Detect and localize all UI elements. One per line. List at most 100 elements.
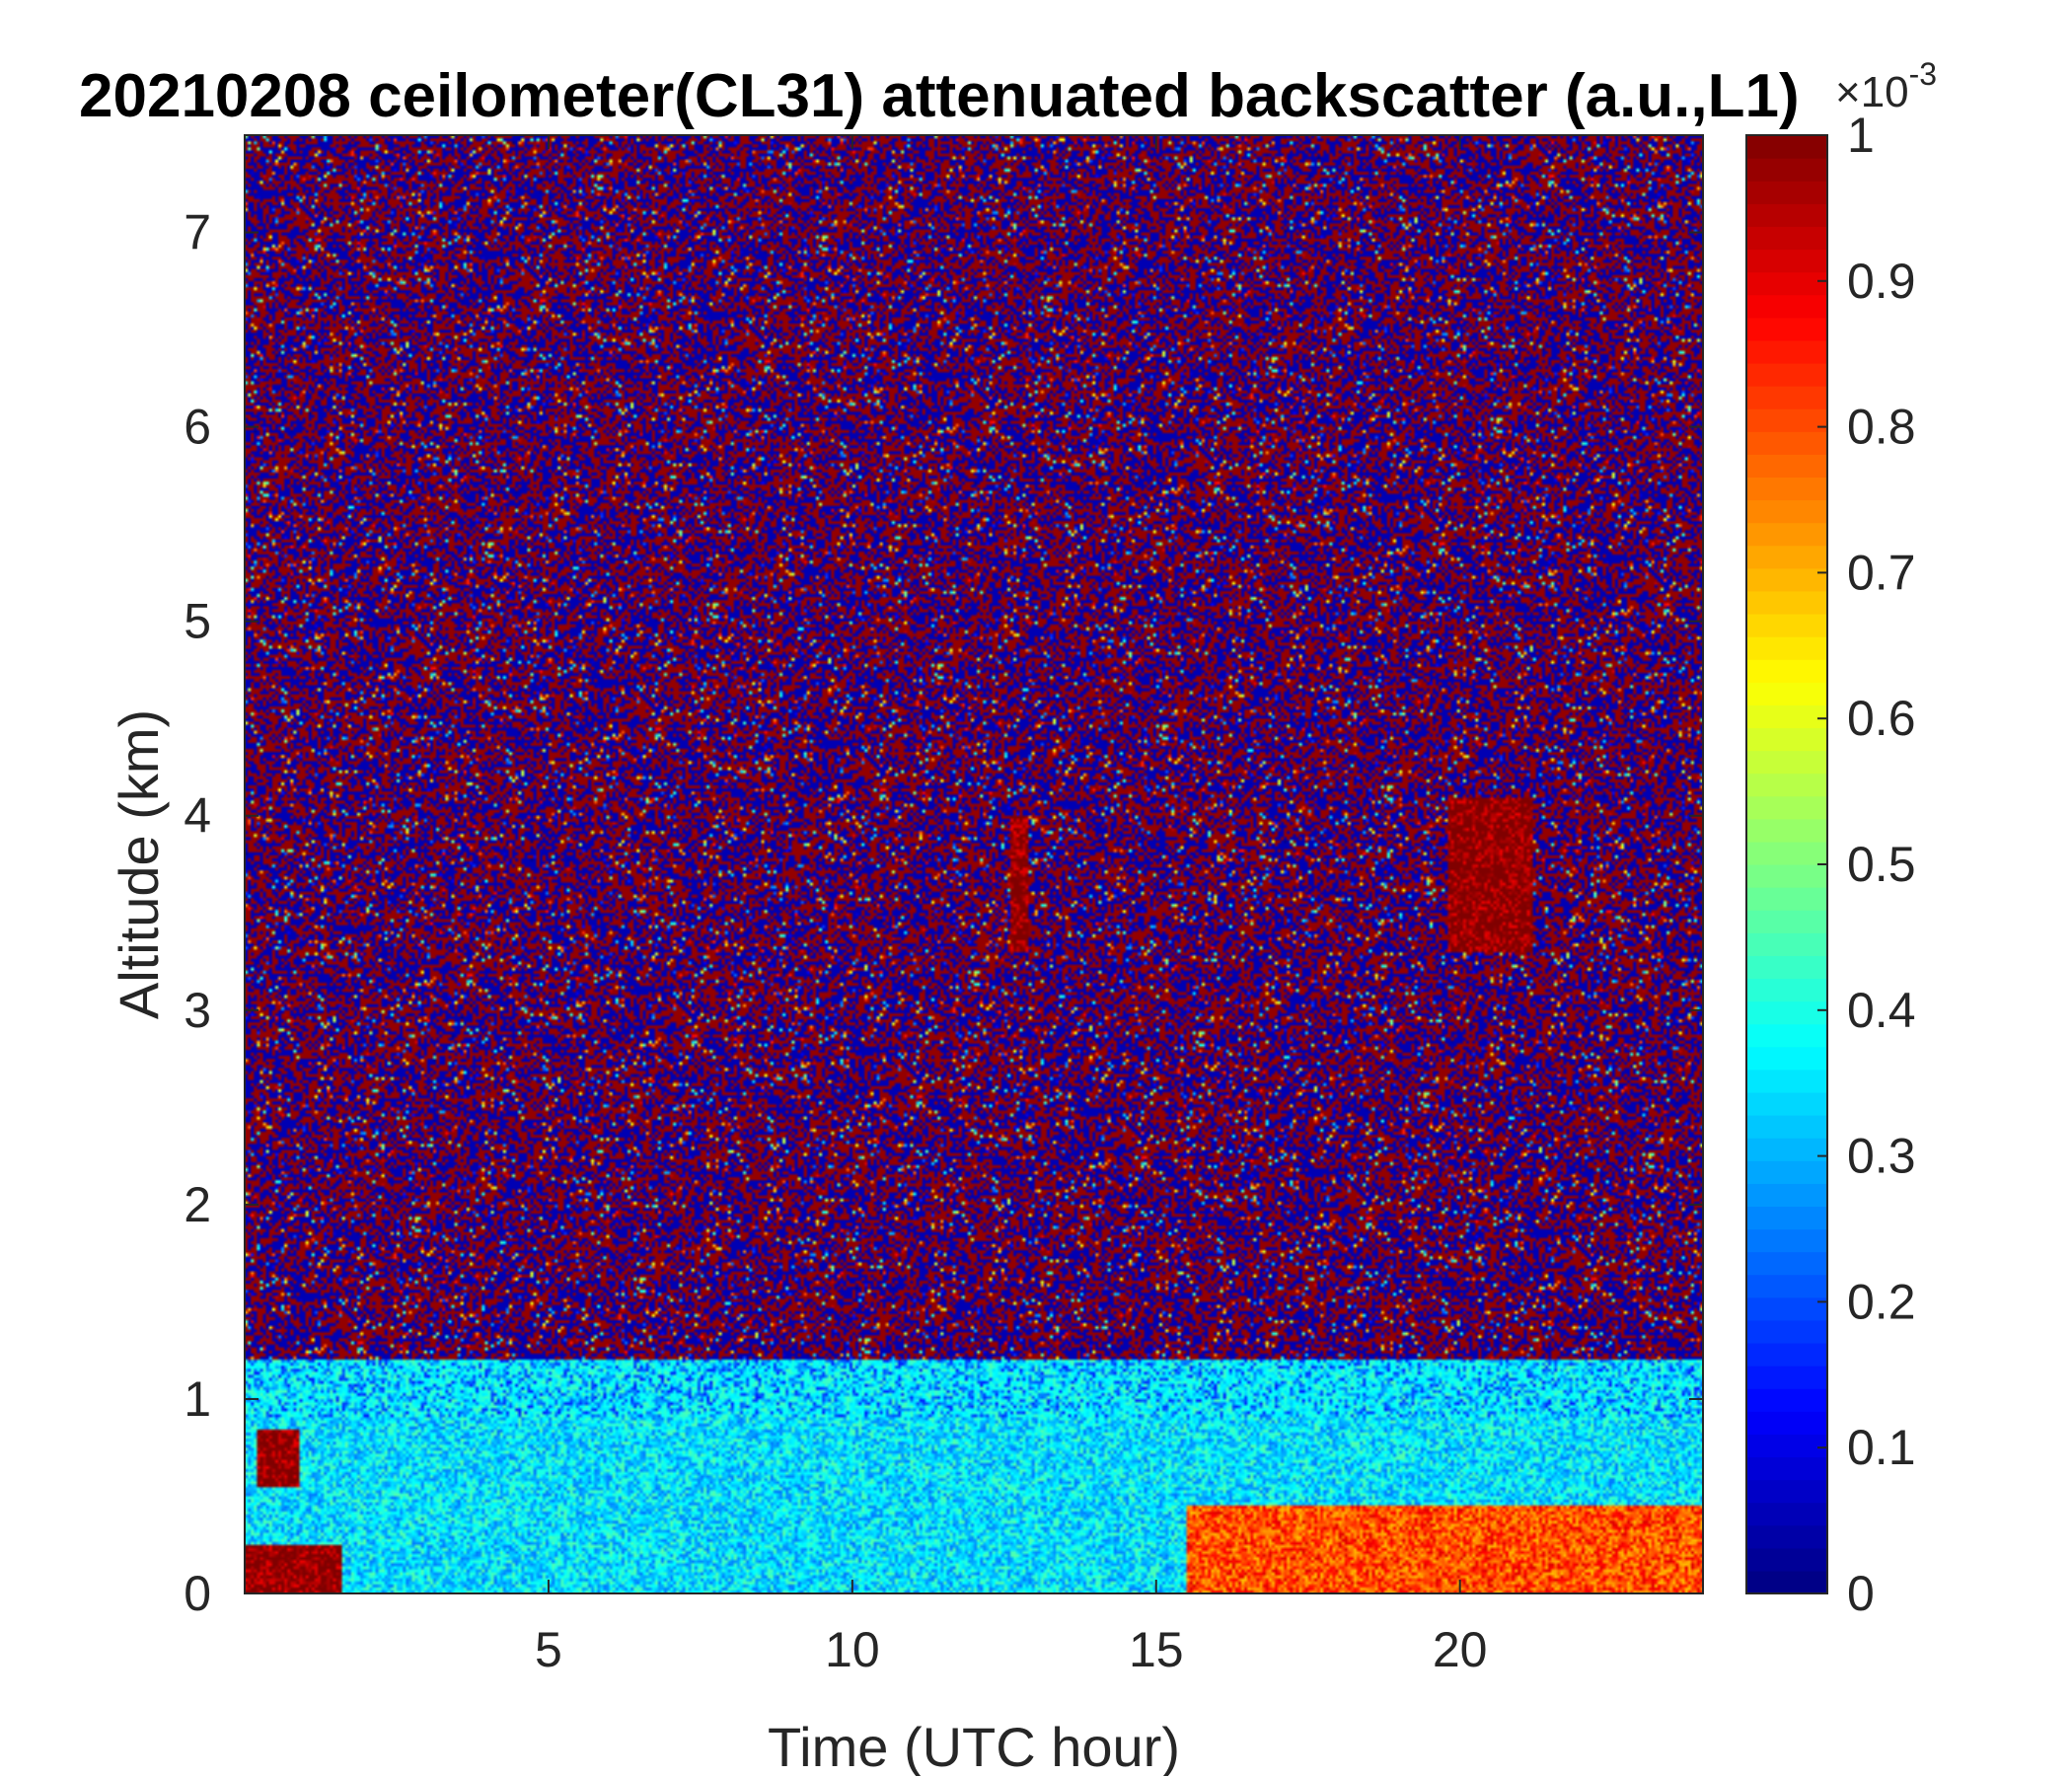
colorbar-band	[1746, 841, 1827, 865]
colorbar-band	[1746, 1251, 1827, 1276]
colorbar-band	[1746, 339, 1827, 364]
x-tick-label: 5	[535, 1622, 562, 1677]
colorbar-band	[1746, 226, 1827, 251]
colorbar-band	[1746, 1434, 1827, 1458]
colorbar-band	[1746, 613, 1827, 637]
colorbar-band	[1746, 704, 1827, 729]
colorbar-band	[1746, 773, 1827, 797]
colorbar-band	[1746, 477, 1827, 501]
colorbar-band	[1746, 636, 1827, 660]
colorbar-tick-label: 0.8	[1847, 400, 1916, 455]
colorbar-band	[1746, 1160, 1827, 1184]
y-tick-label: 0	[184, 1566, 211, 1621]
colorbar-band	[1746, 1456, 1827, 1481]
colorbar-band	[1746, 1091, 1827, 1116]
colorbar-band	[1746, 499, 1827, 524]
heatmap-image	[245, 135, 1703, 1593]
colorbar-band	[1746, 386, 1827, 409]
y-axis: 0 1 2 3 4 5 6 7	[184, 205, 1703, 1621]
x-tick-label: 20	[1433, 1622, 1488, 1677]
colorbar-band	[1746, 818, 1827, 843]
colorbar-band	[1746, 1319, 1827, 1344]
heatmap-plot	[244, 134, 1704, 1594]
colorbar-band	[1746, 955, 1827, 980]
colorbar-band	[1746, 1502, 1827, 1526]
colorbar-band	[1746, 408, 1827, 432]
colorbar-tick-label: 0	[1847, 1566, 1875, 1621]
colorbar-band	[1746, 910, 1827, 933]
x-axis-label: Time (UTC hour)	[768, 1716, 1180, 1776]
colorbar-band	[1746, 978, 1827, 1002]
y-tick-label: 2	[184, 1177, 211, 1232]
colorbar-band	[1746, 1411, 1827, 1435]
colorbar-tick-label: 0.3	[1847, 1129, 1916, 1184]
colorbar-band	[1746, 362, 1827, 387]
colorbar-band	[1746, 887, 1827, 911]
colorbar-band	[1746, 1570, 1827, 1594]
colorbar-band	[1746, 864, 1827, 888]
y-tick-label: 4	[184, 788, 211, 844]
colorbar-band	[1746, 590, 1827, 615]
colorbar-band	[1746, 1547, 1827, 1572]
chart-title: 20210208 ceilometer(CL31) attenuated bac…	[79, 62, 1800, 130]
colorbar-band	[1746, 1366, 1827, 1389]
y-tick-label: 1	[184, 1371, 211, 1427]
x-axis: 5 10 15 20	[535, 135, 1487, 1677]
colorbar-band	[1746, 1138, 1827, 1161]
colorbar-band	[1746, 317, 1827, 341]
colorbar-multiplier: ×10-3	[1835, 56, 1937, 116]
y-tick-label: 5	[184, 594, 211, 649]
colorbar-tick-label: 0.7	[1847, 545, 1916, 600]
plot-frame	[244, 134, 1704, 1594]
colorbar-band	[1746, 522, 1827, 547]
colorbar-band	[1746, 158, 1827, 182]
colorbar-band	[1746, 271, 1827, 296]
colorbar-ticks: 0 0.1 0.2 0.3 0.4 0.5 0.6 0.7 0.8 0.9 1	[1817, 108, 1916, 1621]
colorbar-tick-label: 1	[1847, 108, 1875, 163]
colorbar-tick-label: 0.4	[1847, 983, 1916, 1038]
y-tick-label: 7	[184, 205, 211, 260]
x-tick-label: 15	[1129, 1622, 1184, 1677]
colorbar-tick-label: 0.5	[1847, 837, 1916, 892]
colorbar-band	[1746, 1388, 1827, 1412]
colorbar-band	[1746, 1115, 1827, 1139]
colorbar-band	[1746, 135, 1827, 159]
colorbar-band	[1746, 727, 1827, 752]
colorbar-tick-label: 0.9	[1847, 254, 1916, 309]
colorbar-tick-label: 0.6	[1847, 691, 1916, 746]
colorbar-band	[1746, 1296, 1827, 1321]
colorbar-band	[1746, 659, 1827, 683]
colorbar-band	[1746, 431, 1827, 455]
colorbar-band	[1746, 1524, 1827, 1549]
colorbar-tick-label: 0.2	[1847, 1274, 1916, 1329]
colorbar-band	[1746, 795, 1827, 820]
colorbar-band	[1746, 294, 1827, 319]
colorbar-band	[1746, 203, 1827, 227]
colorbar-band	[1746, 1183, 1827, 1208]
colorbar-band	[1746, 1479, 1827, 1504]
colorbar-band	[1746, 454, 1827, 479]
colorbar-band	[1746, 1023, 1827, 1048]
colorbar-band	[1746, 1206, 1827, 1230]
colorbar-band	[1746, 1342, 1827, 1367]
colorbar-tick-label: 0.1	[1847, 1420, 1916, 1475]
colorbar-band	[1746, 545, 1827, 569]
colorbar-band	[1746, 1274, 1827, 1298]
colorbar-band	[1746, 1046, 1827, 1071]
colorbar: 0 0.1 0.2 0.3 0.4 0.5 0.6 0.7 0.8 0.9 1 ×10-3	[1745, 56, 1937, 1621]
y-tick-label: 3	[184, 983, 211, 1038]
x-tick-label: 10	[825, 1622, 880, 1677]
y-tick-label: 6	[184, 400, 211, 455]
colorbar-band	[1746, 1000, 1827, 1025]
colorbar-band	[1746, 1228, 1827, 1253]
colorbar-band	[1746, 181, 1827, 204]
colorbar-band	[1746, 567, 1827, 592]
colorbar-band	[1746, 932, 1827, 956]
colorbar-band	[1746, 682, 1827, 705]
colorbar-band	[1746, 750, 1827, 775]
colorbar-gradient	[1746, 135, 1827, 1594]
y-axis-label: Altitude (km)	[108, 709, 170, 1019]
colorbar-band	[1746, 1069, 1827, 1093]
colorbar-band	[1746, 249, 1827, 273]
